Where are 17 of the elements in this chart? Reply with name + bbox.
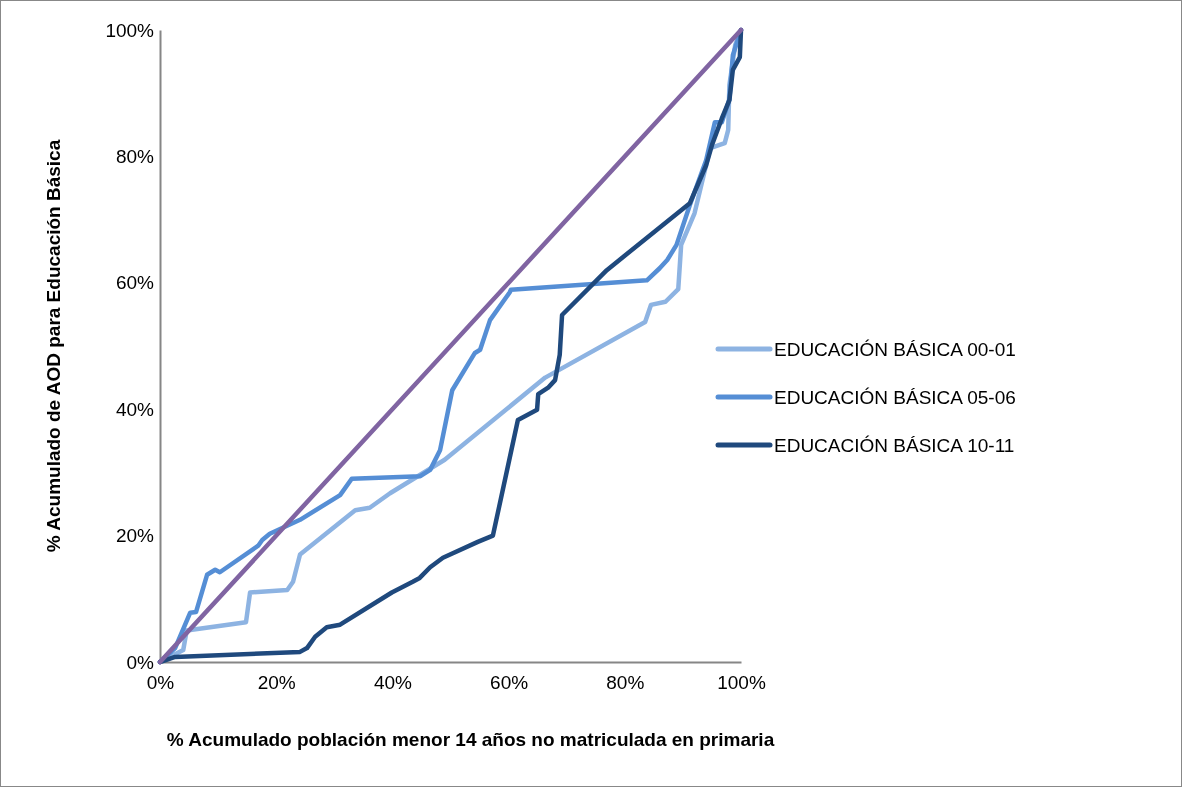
legend-label: EDUCACIÓN BÁSICA 00-01: [774, 339, 1016, 360]
y-tick-label: 0%: [126, 651, 155, 673]
y-tick-label: 20%: [115, 525, 155, 547]
y-tick-label: 80%: [115, 145, 155, 167]
x-tick-label: 60%: [490, 672, 529, 694]
x-axis-title: % Acumulado población menor 14 años no matriculada en primaria: [166, 729, 775, 750]
y-tick-label: 100%: [105, 19, 155, 41]
x-tick-label: 100%: [717, 672, 766, 694]
legend-label: EDUCACIÓN BÁSICA 05-06: [774, 387, 1016, 408]
y-axis-title: % Acumulado de AOD para Educación Básica: [43, 139, 64, 553]
x-tick-label: 40%: [373, 672, 413, 694]
x-tick-label: 20%: [257, 672, 296, 694]
y-tick-label: 40%: [115, 398, 155, 420]
x-tick-label: 0%: [146, 672, 175, 694]
legend-label: EDUCACIÓN BÁSICA 10-11: [774, 435, 1015, 456]
y-tick-label: 60%: [115, 272, 155, 294]
x-tick-label: 80%: [606, 672, 645, 694]
